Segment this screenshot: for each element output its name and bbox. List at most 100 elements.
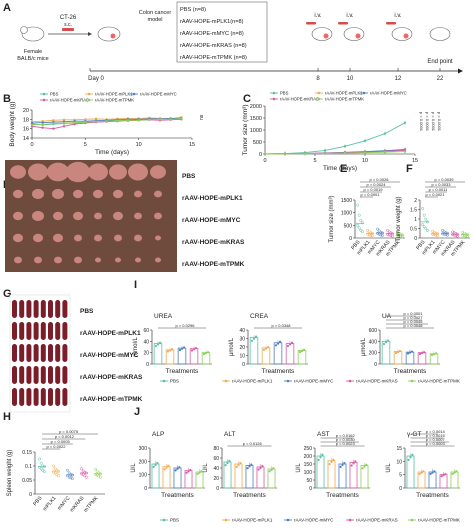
panel-letter-e: E: [340, 163, 347, 175]
data-point: [94, 467, 98, 471]
data-point: [283, 152, 287, 156]
data-point: [323, 149, 327, 152]
chart-title: AST: [317, 431, 330, 438]
tumor-sample: [155, 257, 161, 263]
tumor-dot-icon: [110, 33, 116, 39]
data-point: [246, 467, 249, 470]
panel-letter-g: G: [3, 288, 12, 300]
data-point: [250, 339, 254, 342]
data-point: [80, 472, 84, 476]
data-point: [298, 350, 302, 354]
data-point: [263, 152, 267, 156]
y-tick-label: 0.5: [410, 227, 417, 233]
group-box: [176, 1, 268, 63]
spleen-sample: [40, 366, 46, 384]
p-value-label: p = 0.0019: [363, 187, 383, 192]
data-point: [432, 353, 436, 356]
spleen-sample: [19, 322, 25, 340]
data-point: [396, 234, 400, 237]
y-tick-label: 100: [304, 470, 313, 476]
data-point: [235, 465, 238, 468]
data-point: [363, 151, 367, 154]
p-value-label: p = 0.0012: [55, 434, 75, 439]
tumor-sample: [54, 256, 62, 264]
y-tick-label: 0: [414, 236, 417, 242]
data-point: [257, 468, 260, 471]
data-point: [94, 117, 98, 121]
p-value-label: p = 0.0022: [46, 444, 66, 449]
data-point: [383, 132, 387, 135]
data-point: [444, 231, 448, 235]
data-point: [73, 121, 76, 124]
data-point: [163, 468, 166, 471]
data-point: [359, 218, 363, 222]
tumor-sample: [134, 190, 142, 198]
group-row-label: PBS: [182, 173, 196, 180]
tumor-sample: [28, 163, 48, 181]
data-point: [126, 119, 130, 122]
data-point: [408, 351, 412, 354]
data-point: [84, 475, 88, 479]
data-point: [390, 234, 394, 238]
data-point: [158, 341, 162, 344]
panel-b-chart: 14 16 18 20 0 5 10 15 Time (days) Body weight (g)…: [9, 92, 205, 156]
series-line-4: [264, 151, 406, 155]
y-axis-label: U/L: [296, 463, 302, 473]
x-tick-label: 15: [412, 158, 418, 164]
data-point: [440, 475, 443, 478]
legend-label: rAAV-HOPE-mKRAS: [356, 379, 398, 384]
group-row-label: rAAV-HOPE-mKRAS: [182, 239, 245, 246]
data-point: [422, 225, 426, 229]
legend-marker: [286, 518, 290, 522]
legend-label: rAAV-HOPE-mTPMK: [418, 379, 460, 384]
spleen-sample: [55, 388, 61, 406]
spleen-sample: [12, 344, 17, 362]
legend-label: rAAV-HOPE-mTPMK: [325, 97, 364, 102]
y-tick-label: 40: [213, 466, 219, 472]
y-axis-label: U/L: [131, 463, 137, 473]
data-point: [433, 470, 436, 473]
y-tick-label: 500: [253, 140, 262, 146]
group-row-label: rAAV-HOPE-mPLK1: [182, 195, 243, 202]
data-point: [52, 464, 56, 468]
data-point: [83, 470, 87, 474]
data-point: [383, 151, 387, 154]
tumor-sample: [115, 257, 121, 263]
data-point: [66, 468, 70, 472]
x-tick-label: PBS: [32, 495, 44, 507]
data-point: [268, 470, 271, 473]
spleen-sample: [62, 366, 68, 384]
tumor-sample: [53, 211, 63, 221]
y-tick-label: 600: [369, 328, 378, 334]
data-point: [178, 466, 181, 469]
data-point: [39, 461, 43, 465]
spleen-sample: [62, 322, 68, 340]
day-label: 8: [316, 76, 320, 82]
legend-marker: [317, 91, 321, 95]
p-value-label: p = 0.0001: [437, 112, 442, 132]
data-point: [94, 472, 98, 476]
y-tick-label: 0.1: [25, 464, 32, 470]
legend-marker: [42, 98, 46, 102]
data-point: [366, 232, 370, 236]
data-point: [432, 233, 436, 237]
tumor-sample: [47, 162, 69, 182]
group-row-label: rAAV-HOPE-mMYC: [182, 217, 241, 224]
tumor-sample: [10, 165, 26, 179]
y-axis-label: mmol/L: [133, 337, 139, 357]
y-tick-label: 0: [146, 362, 149, 368]
group-label: rAAV-HOPE-mTPMK (n=8): [180, 55, 247, 61]
data-point: [98, 475, 102, 479]
x-tick-label: PBS: [350, 239, 362, 251]
syringe-icon: [306, 22, 316, 25]
data-point: [286, 344, 290, 348]
data-point: [182, 346, 186, 349]
tumor-sample: [128, 163, 148, 181]
p-value-label: p = 0.0001: [431, 112, 436, 132]
group-label: rAAV-HOPE-mKRAS (n=8): [180, 43, 247, 49]
data-point: [354, 460, 357, 463]
spleen-sample: [33, 344, 39, 362]
data-point: [169, 118, 172, 121]
